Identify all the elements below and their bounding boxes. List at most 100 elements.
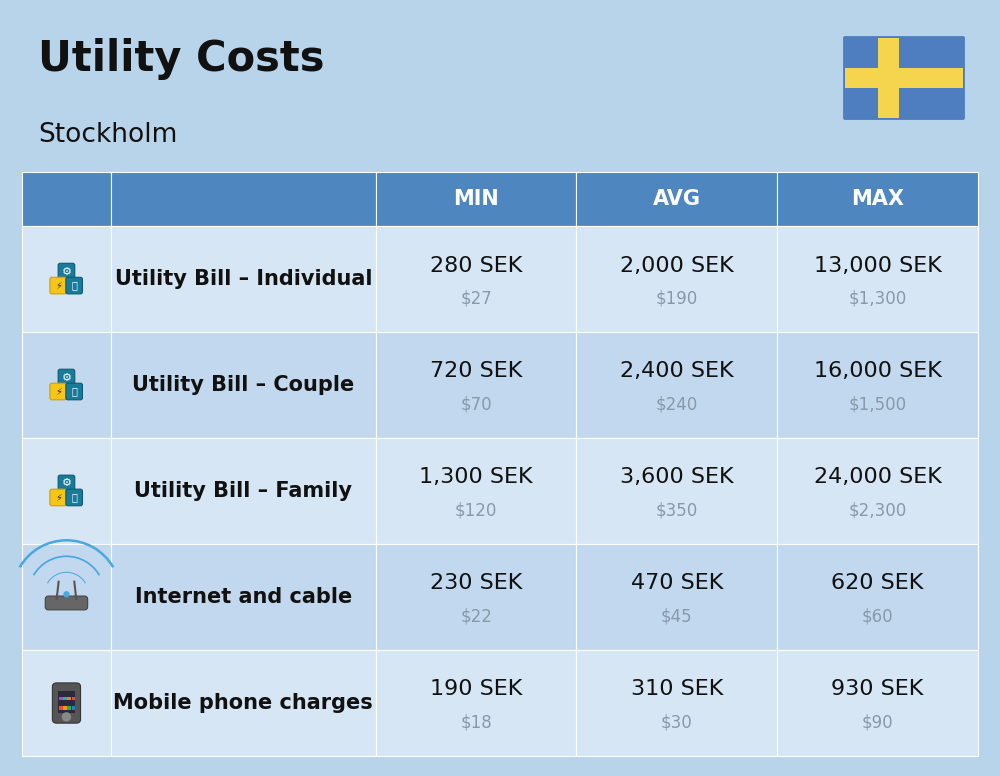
Text: ⚡: ⚡ <box>55 493 62 502</box>
Bar <box>58 691 75 712</box>
Bar <box>376 438 576 544</box>
Bar <box>576 332 777 438</box>
Text: ⚙: ⚙ <box>61 372 71 383</box>
Bar <box>67 697 71 700</box>
Bar <box>22 332 111 438</box>
Bar <box>72 706 75 710</box>
Text: Stockholm: Stockholm <box>38 122 177 148</box>
FancyBboxPatch shape <box>52 683 81 723</box>
Text: ⚙: ⚙ <box>61 479 71 488</box>
FancyBboxPatch shape <box>50 489 66 506</box>
Bar <box>22 172 111 227</box>
Bar <box>111 650 376 756</box>
Text: MAX: MAX <box>851 189 904 210</box>
Text: 470 SEK: 470 SEK <box>631 573 723 594</box>
Text: 230 SEK: 230 SEK <box>430 573 522 594</box>
Text: $18: $18 <box>460 713 492 731</box>
Bar <box>576 172 777 227</box>
Text: 720 SEK: 720 SEK <box>430 362 522 382</box>
FancyBboxPatch shape <box>841 34 967 122</box>
Bar <box>63 706 67 710</box>
Bar <box>376 172 576 227</box>
Text: Utility Bill – Family: Utility Bill – Family <box>134 481 352 501</box>
Bar <box>376 227 576 332</box>
Text: Utility Bill – Individual: Utility Bill – Individual <box>115 269 372 289</box>
FancyBboxPatch shape <box>66 383 82 400</box>
Bar <box>376 650 576 756</box>
FancyBboxPatch shape <box>66 277 82 294</box>
FancyBboxPatch shape <box>58 369 75 386</box>
Text: 💧: 💧 <box>71 493 77 502</box>
Text: $60: $60 <box>862 607 893 625</box>
Text: $30: $30 <box>661 713 693 731</box>
Bar <box>878 38 899 118</box>
Text: 1,300 SEK: 1,300 SEK <box>419 467 533 487</box>
Text: ⚡: ⚡ <box>55 281 62 290</box>
Text: $350: $350 <box>656 501 698 519</box>
Text: $27: $27 <box>460 289 492 307</box>
Circle shape <box>62 713 70 721</box>
Bar <box>376 544 576 650</box>
Text: Internet and cable: Internet and cable <box>135 587 352 607</box>
Bar <box>777 172 978 227</box>
Bar <box>72 697 75 700</box>
Text: $90: $90 <box>862 713 893 731</box>
Text: 💧: 💧 <box>71 386 77 397</box>
Bar <box>845 68 963 88</box>
Bar <box>777 438 978 544</box>
Bar <box>111 227 376 332</box>
FancyBboxPatch shape <box>58 475 75 492</box>
Text: $1,500: $1,500 <box>849 395 907 414</box>
Text: AVG: AVG <box>653 189 701 210</box>
Text: 💧: 💧 <box>71 281 77 290</box>
Text: 2,400 SEK: 2,400 SEK <box>620 362 734 382</box>
Text: $2,300: $2,300 <box>848 501 907 519</box>
Bar <box>777 650 978 756</box>
FancyBboxPatch shape <box>66 489 82 506</box>
Text: 280 SEK: 280 SEK <box>430 255 522 275</box>
Text: 620 SEK: 620 SEK <box>831 573 924 594</box>
FancyBboxPatch shape <box>50 383 66 400</box>
Bar <box>777 544 978 650</box>
Bar <box>576 438 777 544</box>
Text: $1,300: $1,300 <box>848 289 907 307</box>
Bar <box>111 172 376 227</box>
Text: 310 SEK: 310 SEK <box>631 679 723 699</box>
Text: 190 SEK: 190 SEK <box>430 679 522 699</box>
Text: $240: $240 <box>656 395 698 414</box>
Bar <box>777 227 978 332</box>
Bar <box>111 544 376 650</box>
Text: ⚡: ⚡ <box>55 386 62 397</box>
Bar <box>576 544 777 650</box>
Text: 24,000 SEK: 24,000 SEK <box>814 467 942 487</box>
Text: Mobile phone charges: Mobile phone charges <box>113 693 373 713</box>
Bar <box>777 332 978 438</box>
Text: 3,600 SEK: 3,600 SEK <box>620 467 734 487</box>
Bar <box>576 650 777 756</box>
FancyBboxPatch shape <box>50 277 66 294</box>
Bar <box>22 438 111 544</box>
Text: Utility Costs: Utility Costs <box>38 38 324 80</box>
Text: 13,000 SEK: 13,000 SEK <box>814 255 942 275</box>
Text: $45: $45 <box>661 607 693 625</box>
Text: $190: $190 <box>656 289 698 307</box>
Text: ⚙: ⚙ <box>61 267 71 276</box>
Bar <box>111 438 376 544</box>
Bar <box>376 332 576 438</box>
FancyBboxPatch shape <box>58 263 75 280</box>
Text: $22: $22 <box>460 607 492 625</box>
Text: $120: $120 <box>455 501 497 519</box>
Text: 2,000 SEK: 2,000 SEK <box>620 255 734 275</box>
Bar <box>22 227 111 332</box>
Bar <box>111 332 376 438</box>
Text: Utility Bill – Couple: Utility Bill – Couple <box>132 376 354 395</box>
Text: 16,000 SEK: 16,000 SEK <box>814 362 942 382</box>
FancyBboxPatch shape <box>45 596 88 610</box>
Bar <box>576 227 777 332</box>
Bar <box>22 650 111 756</box>
Text: $70: $70 <box>460 395 492 414</box>
Text: MIN: MIN <box>453 189 499 210</box>
Text: 930 SEK: 930 SEK <box>831 679 924 699</box>
Bar <box>63 697 67 700</box>
Bar <box>59 706 63 710</box>
